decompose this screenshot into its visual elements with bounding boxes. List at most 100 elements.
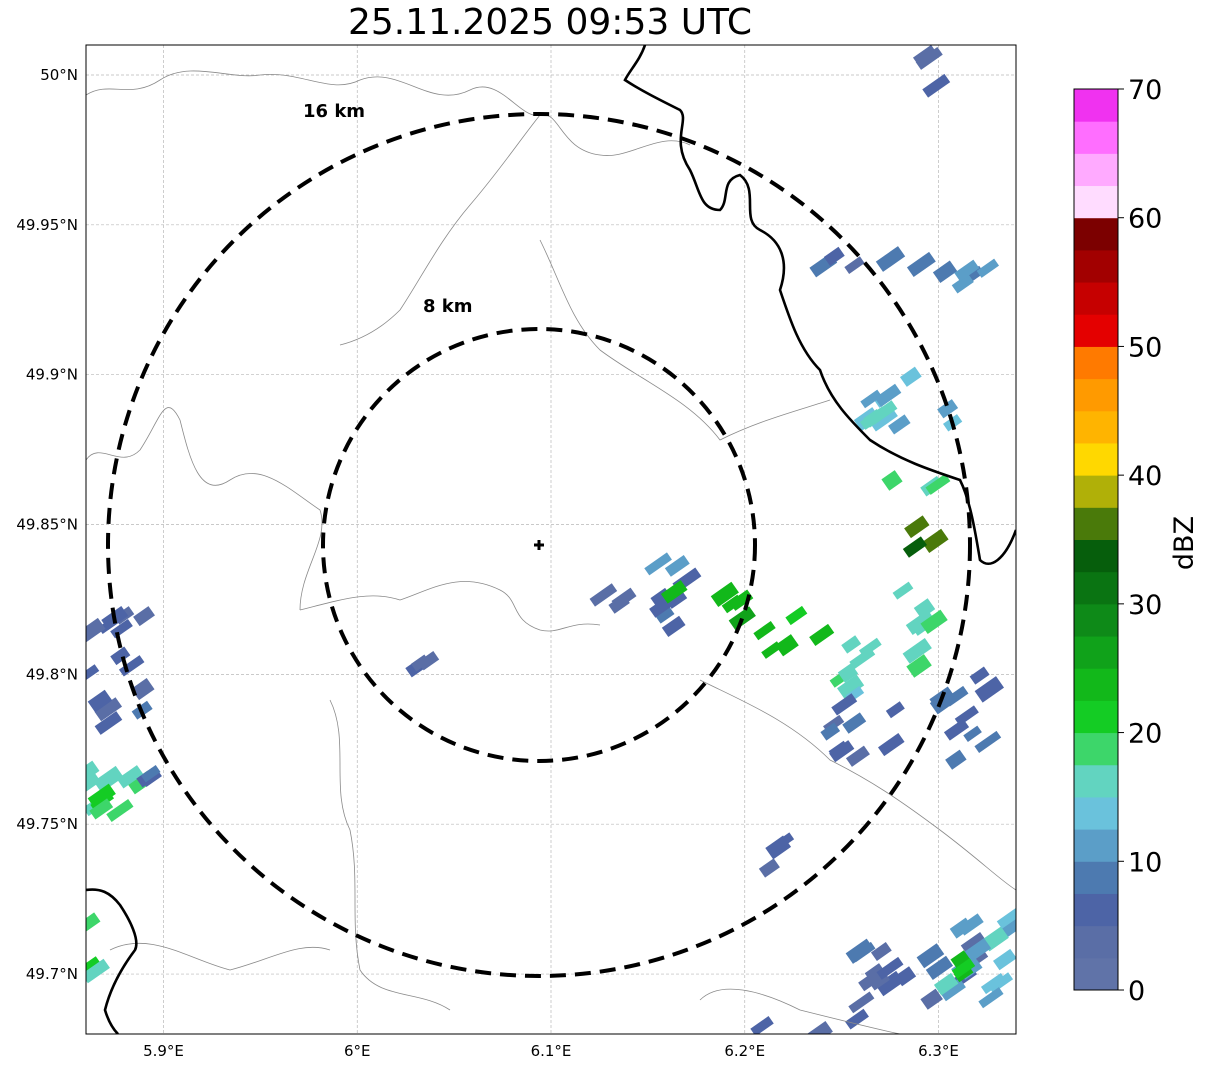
precip-pixel xyxy=(140,765,161,783)
precip-pixel xyxy=(969,666,990,685)
precip-pixel xyxy=(106,798,134,822)
colorbar-segment xyxy=(1074,185,1118,219)
precip-pixel xyxy=(411,654,430,672)
precip-pixel xyxy=(728,606,756,631)
precip-pixel xyxy=(943,718,970,741)
colorbar-segment xyxy=(1074,603,1118,637)
colorbar-segment xyxy=(1074,507,1118,540)
colorbar-tick-label: 0 xyxy=(1128,976,1145,1007)
colorbar-tick-label: 50 xyxy=(1128,332,1162,363)
precip-pixel xyxy=(950,950,971,969)
colorbar-segment xyxy=(1074,475,1118,508)
range-rings: 8 km 16 km xyxy=(106,101,972,978)
precip-pixel xyxy=(845,1008,869,1030)
precip-pixel xyxy=(89,798,114,820)
precip-pixel xyxy=(761,641,782,659)
precip-pixel xyxy=(925,473,951,495)
precip-pixel xyxy=(885,701,905,719)
precip-pixel xyxy=(86,956,102,981)
district-border xyxy=(86,70,691,156)
colorbar-segment xyxy=(1074,668,1118,701)
district-border xyxy=(109,942,331,971)
precip-pixel xyxy=(828,740,851,762)
colorbar-segment xyxy=(1074,249,1118,283)
y-tick-label: 49.95°N xyxy=(16,216,78,234)
precip-pixel xyxy=(920,988,943,1010)
colorbar-segment xyxy=(1074,893,1118,927)
colorbar-segment xyxy=(1074,636,1118,669)
colorbar-tick-label: 30 xyxy=(1128,590,1162,621)
x-tick-label: 6.2°E xyxy=(724,1042,765,1060)
precip-pixel xyxy=(912,45,939,69)
y-axis-ticks: 49.7°N 49.75°N 49.8°N 49.85°N 49.9°N 49.95°N 5… xyxy=(16,66,78,983)
precip-pixel xyxy=(86,760,100,784)
precip-pixel xyxy=(974,676,1005,703)
precip-pixel xyxy=(849,647,876,670)
country-border xyxy=(86,888,138,1034)
precip-pixel xyxy=(86,664,100,684)
precip-pixel xyxy=(785,605,808,626)
range-ring-8km xyxy=(321,327,757,763)
colorbar-segment xyxy=(1074,442,1118,476)
precip-pixel xyxy=(951,273,974,294)
precip-pixel xyxy=(978,987,1004,1009)
precip-pixel xyxy=(608,594,630,614)
ring-label-16km: 16 km xyxy=(303,101,365,122)
precipitation-layer xyxy=(86,45,1016,1034)
precip-pixel xyxy=(589,583,618,607)
colorbar-segment xyxy=(1074,925,1118,959)
precip-pixel xyxy=(913,598,936,619)
colorbar-segment xyxy=(1074,700,1118,734)
colorbar-segment xyxy=(1074,378,1118,412)
colorbar-tick-label: 40 xyxy=(1128,461,1162,492)
precip-pixel xyxy=(86,617,106,644)
range-ring-16km xyxy=(106,112,972,978)
colorbar-label: dBZ xyxy=(1169,516,1200,570)
precip-pixel xyxy=(902,536,927,558)
colorbar-segment xyxy=(1074,829,1118,862)
precip-pixel xyxy=(94,697,123,722)
precip-pixel xyxy=(133,606,155,627)
precip-pixel xyxy=(820,722,841,741)
precip-pixel xyxy=(892,581,914,600)
precip-pixel xyxy=(954,259,980,282)
colorbar-segment xyxy=(1074,217,1118,251)
precip-pixel xyxy=(881,470,903,491)
radar-site-marker xyxy=(534,540,544,550)
ring-label-8km: 8 km xyxy=(423,296,473,317)
precip-pixel xyxy=(870,942,892,961)
x-tick-label: 5.9°E xyxy=(143,1042,184,1060)
y-tick-label: 50°N xyxy=(40,66,78,84)
precip-pixel xyxy=(664,554,690,577)
precip-pixel xyxy=(87,689,113,713)
y-tick-label: 49.7°N xyxy=(26,965,78,983)
colorbar-segment xyxy=(1074,764,1118,798)
precip-pixel xyxy=(976,258,1000,278)
precip-pixel xyxy=(937,399,959,419)
precip-pixel xyxy=(876,956,904,980)
colorbar-segment xyxy=(1074,153,1118,187)
precip-pixel xyxy=(86,958,110,984)
precip-pixel xyxy=(894,966,917,987)
precip-pixel xyxy=(831,693,858,716)
precip-pixel xyxy=(848,991,875,1014)
precip-pixel xyxy=(775,634,799,657)
precip-pixel xyxy=(644,552,672,576)
precip-pixel xyxy=(841,635,862,654)
precip-pixel xyxy=(769,832,795,854)
precip-pixel xyxy=(93,765,124,793)
precip-pixel xyxy=(710,581,739,608)
precip-pixel xyxy=(110,646,131,666)
precip-pixel xyxy=(902,638,932,664)
precip-pixel xyxy=(131,678,155,701)
precip-pixel xyxy=(823,246,845,266)
x-tick-label: 6.3°E xyxy=(918,1042,959,1060)
district-border xyxy=(299,581,601,632)
district-border xyxy=(699,679,1016,891)
precip-pixel xyxy=(750,1016,774,1034)
colorbar-tick-label: 20 xyxy=(1128,719,1162,750)
colorbar-segment xyxy=(1074,410,1118,444)
precip-pixel xyxy=(996,905,1016,929)
district-border xyxy=(539,239,831,441)
